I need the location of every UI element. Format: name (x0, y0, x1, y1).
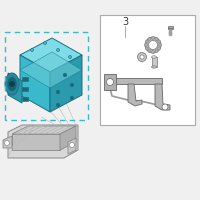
Circle shape (106, 78, 114, 86)
Ellipse shape (152, 56, 156, 58)
Polygon shape (110, 78, 162, 84)
Circle shape (158, 44, 162, 46)
Polygon shape (8, 73, 22, 103)
Circle shape (44, 42, 46, 45)
Circle shape (63, 73, 67, 77)
Polygon shape (168, 26, 172, 29)
Polygon shape (50, 55, 82, 112)
Polygon shape (12, 134, 60, 150)
Circle shape (148, 40, 158, 49)
Polygon shape (12, 126, 76, 134)
Circle shape (138, 52, 146, 62)
Circle shape (145, 37, 161, 53)
Circle shape (30, 48, 34, 51)
Circle shape (152, 36, 154, 40)
Polygon shape (104, 74, 116, 90)
Circle shape (158, 47, 161, 50)
Polygon shape (20, 55, 50, 112)
Ellipse shape (152, 66, 156, 68)
Circle shape (145, 47, 148, 50)
Circle shape (70, 142, 74, 148)
Circle shape (144, 44, 148, 46)
Circle shape (56, 103, 60, 107)
Polygon shape (20, 38, 82, 72)
Bar (100, 15, 195, 125)
Circle shape (148, 37, 151, 40)
Bar (152, 57, 156, 67)
Polygon shape (22, 97, 28, 101)
Circle shape (152, 50, 154, 53)
Ellipse shape (5, 73, 19, 95)
Circle shape (162, 104, 168, 110)
Circle shape (57, 48, 60, 51)
Polygon shape (22, 87, 28, 91)
Polygon shape (128, 84, 142, 106)
Circle shape (140, 55, 144, 59)
Circle shape (158, 40, 161, 43)
Polygon shape (68, 138, 76, 154)
Polygon shape (3, 136, 12, 148)
Polygon shape (60, 126, 76, 150)
Ellipse shape (8, 77, 16, 91)
Circle shape (4, 140, 10, 146)
Circle shape (155, 50, 158, 53)
Text: 3: 3 (122, 17, 128, 27)
Polygon shape (155, 84, 170, 110)
Circle shape (8, 80, 16, 88)
Circle shape (70, 83, 74, 87)
Circle shape (56, 90, 60, 94)
Polygon shape (22, 77, 28, 81)
Polygon shape (20, 52, 82, 88)
Polygon shape (8, 125, 78, 158)
Circle shape (155, 37, 158, 40)
Circle shape (68, 55, 72, 58)
Circle shape (70, 96, 74, 100)
Circle shape (148, 50, 151, 53)
Circle shape (145, 40, 148, 43)
